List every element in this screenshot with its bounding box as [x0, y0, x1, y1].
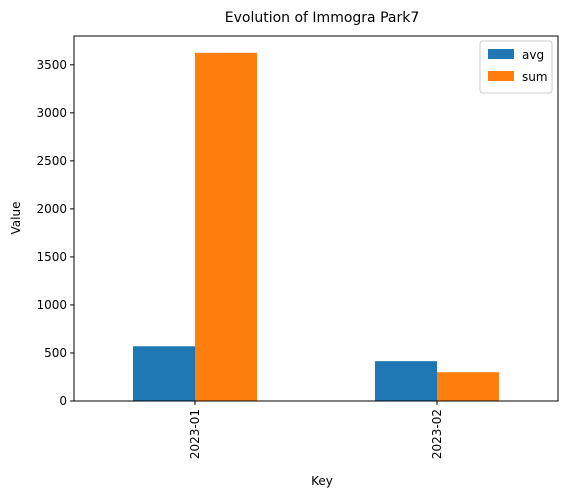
x-tick-label: 2023-02	[430, 409, 444, 459]
y-axis-label: Value	[9, 202, 23, 235]
bar-sum-2023-02	[437, 372, 499, 401]
legend-swatch-sum	[488, 71, 514, 81]
y-tick-label: 3500	[36, 58, 67, 72]
legend-label-sum: sum	[522, 70, 548, 84]
bar-sum-2023-01	[195, 52, 257, 402]
legend: avg sum	[479, 40, 553, 94]
x-tick-label: 2023-01	[188, 409, 202, 459]
bar-avg-2023-01	[133, 346, 195, 401]
y-tick-label: 1500	[36, 250, 67, 264]
x-axis-label: Key	[311, 474, 333, 488]
x-axis: 2023-01 2023-02	[188, 401, 444, 459]
y-tick-label: 0	[59, 394, 67, 408]
y-tick-label: 3000	[36, 106, 67, 120]
y-tick-label: 1000	[36, 298, 67, 312]
chart-title: Evolution of Immogra Park7	[225, 10, 419, 26]
bars	[133, 52, 499, 402]
y-axis: 0 500 1000 1500 2000 2500 3000 3500	[36, 58, 74, 408]
y-tick-label: 2500	[36, 154, 67, 168]
y-tick-label: 500	[44, 346, 67, 360]
y-tick-label: 2000	[36, 202, 67, 216]
legend-label-avg: avg	[522, 48, 544, 62]
plot-frame	[73, 35, 559, 402]
legend-swatch-avg	[488, 49, 514, 59]
bar-avg-2023-02	[375, 361, 437, 401]
